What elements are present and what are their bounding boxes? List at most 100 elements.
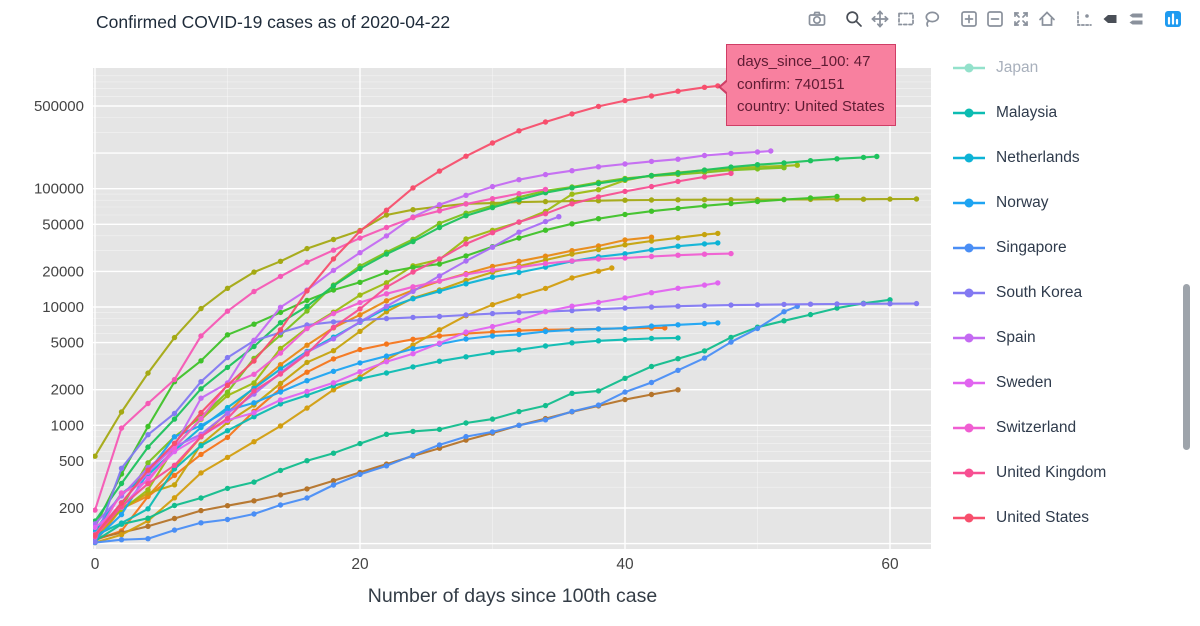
legend-item-japan[interactable]: Japan — [952, 45, 1106, 90]
series-norway-marker — [648, 323, 655, 329]
series-unlabeled-marker — [304, 342, 310, 348]
series-united-states-marker — [463, 153, 469, 159]
series-spain-marker — [768, 148, 774, 154]
series-united-states-marker — [701, 84, 708, 91]
modebar-reset-axes-button[interactable] — [1034, 6, 1060, 32]
series-spain-marker — [198, 395, 204, 401]
series-unlabeled-marker — [489, 196, 496, 202]
tooltip-line: country: United States — [737, 98, 885, 115]
series-unlabeled-marker — [304, 369, 310, 375]
modebar-camera-button[interactable] — [804, 6, 830, 32]
y-tick-label: 200 — [59, 500, 84, 517]
legend-item-netherlands[interactable]: Netherlands — [952, 135, 1106, 180]
modebar-lasso-button[interactable] — [919, 6, 945, 32]
series-united-states-marker — [410, 185, 416, 191]
y-tick-label: 10000 — [42, 299, 84, 316]
plot-area[interactable] — [93, 68, 931, 549]
y-tick-label: 1000 — [51, 417, 84, 434]
series-unlabeled-marker — [516, 190, 522, 197]
series-united-states-marker — [516, 128, 522, 134]
legend-item-sweden[interactable]: Sweden — [952, 360, 1106, 405]
modebar-autoscale-button[interactable] — [1008, 6, 1034, 32]
legend-label: Malaysia — [996, 103, 1058, 121]
series-united-states-marker — [569, 111, 575, 117]
pan-icon — [871, 10, 889, 28]
zoom-in-icon — [961, 11, 977, 27]
modebar-pan-button[interactable] — [867, 6, 893, 32]
modebar-zoom-button[interactable] — [841, 6, 867, 32]
series-switzerland-marker — [410, 284, 416, 290]
series-malaysia-marker — [277, 401, 284, 407]
series-unlabeled-marker — [330, 356, 337, 362]
modebar-box-select-button[interactable] — [893, 6, 919, 32]
series-unlabeled-marker — [489, 302, 496, 308]
tooltip-line: days_since_100: 47 — [737, 53, 871, 70]
series-japan-marker — [383, 431, 390, 437]
legend-item-spain[interactable]: Spain — [952, 315, 1106, 360]
series-unlabeled-marker — [251, 321, 257, 327]
series-japan-marker — [622, 375, 628, 381]
series-japan-marker — [516, 408, 522, 415]
series-norway-marker — [715, 320, 721, 326]
legend-item-singapore[interactable]: Singapore — [952, 225, 1106, 270]
series-unlabeled-marker — [224, 503, 231, 509]
modebar-plotly-logo-button[interactable] — [1160, 6, 1186, 32]
legend-scrollbar[interactable] — [1183, 284, 1190, 450]
legend-item-united-kingdom[interactable]: United Kingdom — [952, 450, 1106, 495]
series-unlabeled-marker — [834, 156, 840, 162]
series-united-kingdom-marker — [330, 324, 337, 331]
legend-marker-icon — [953, 198, 985, 207]
series-south-korea-marker — [357, 317, 363, 323]
series-south-korea-marker — [489, 310, 496, 317]
series-unlabeled-marker — [609, 265, 615, 271]
series-unlabeled-marker — [277, 258, 284, 264]
modebar-zoom-in-button[interactable] — [956, 6, 982, 32]
series-switzerland-marker — [648, 253, 655, 260]
series-netherlands-marker — [622, 251, 628, 257]
legend-item-malaysia[interactable]: Malaysia — [952, 90, 1106, 135]
series-singapore-marker — [569, 408, 575, 415]
series-united-states-marker — [118, 500, 125, 506]
legend-item-switzerland[interactable]: Switzerland — [952, 405, 1106, 450]
legend-item-united-states[interactable]: United States — [952, 495, 1106, 540]
series-norway-marker — [701, 320, 708, 327]
hover-compare-icon — [1129, 13, 1143, 25]
series-japan-marker — [834, 305, 840, 311]
modebar-hover-closest-button[interactable] — [1097, 6, 1123, 32]
series-unlabeled-marker — [410, 214, 416, 221]
series-singapore-marker — [304, 495, 310, 501]
series-japan-marker — [542, 402, 549, 409]
lasso-icon — [925, 11, 940, 27]
series-unlabeled-marker — [701, 167, 708, 173]
tooltip-line: confirm: 740151 — [737, 75, 845, 93]
series-sweden-marker — [410, 351, 416, 357]
series-malaysia-marker — [118, 520, 125, 526]
legend-marker-icon — [953, 468, 985, 477]
series-unlabeled-marker — [754, 166, 761, 172]
legend-label: Netherlands — [996, 148, 1080, 166]
legend-item-norway[interactable]: Norway — [952, 180, 1106, 225]
series-united-states-marker — [224, 382, 231, 388]
modebar-spikelines-button[interactable] — [1071, 6, 1097, 32]
modebar-zoom-out-button[interactable] — [982, 6, 1008, 32]
modebar-hover-compare-button[interactable] — [1123, 6, 1149, 32]
series-unlabeled-marker — [436, 261, 443, 267]
series-switzerland-marker — [330, 310, 337, 317]
series-unlabeled-marker — [463, 213, 469, 219]
series-singapore-marker — [251, 511, 257, 517]
series-unlabeled-marker — [595, 268, 602, 274]
series-united-kingdom-marker — [357, 306, 363, 312]
series-unlabeled-marker — [569, 221, 575, 227]
series-unlabeled-marker — [410, 264, 416, 271]
legend-item-south-korea[interactable]: South Korea — [952, 270, 1106, 315]
series-unlabeled-marker — [171, 515, 178, 522]
series-unlabeled-marker — [145, 523, 151, 529]
series-unlabeled-marker — [145, 370, 151, 376]
series-spain-marker — [330, 267, 337, 274]
modebar-group — [841, 6, 945, 32]
series-united-kingdom-marker — [569, 201, 575, 207]
box-select-icon — [898, 12, 914, 26]
series-unlabeled-marker — [489, 263, 496, 270]
series-unlabeled-marker — [860, 196, 867, 202]
